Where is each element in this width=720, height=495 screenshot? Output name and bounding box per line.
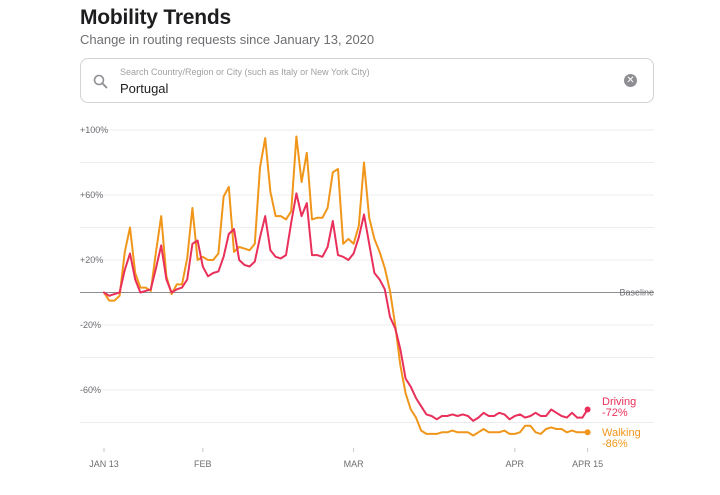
series-line-driving — [103, 192, 589, 422]
y-tick-label: +60% — [80, 190, 103, 200]
series-value-driving: -72% — [602, 407, 628, 419]
search-input[interactable]: Portugal — [120, 81, 169, 96]
search-icon — [93, 74, 108, 89]
page-title: Mobility Trends — [80, 6, 232, 29]
series-endpoint-walking — [584, 429, 591, 436]
x-tick-label: MAR — [344, 459, 365, 469]
series-line-walking — [103, 135, 589, 437]
y-tick-label: -60% — [80, 385, 101, 395]
y-tick-label: +100% — [80, 125, 108, 135]
page-subtitle: Change in routing requests since January… — [80, 32, 375, 47]
y-tick-label: +20% — [80, 255, 103, 265]
series-label-driving: Driving — [602, 396, 636, 408]
x-tick-label: APR 15 — [572, 459, 603, 469]
search-box[interactable]: Search Country/Region or City (such as I… — [80, 58, 654, 103]
baseline-label: Baseline — [619, 288, 654, 298]
y-tick-label: -20% — [80, 320, 101, 330]
x-tick-label: APR — [506, 459, 525, 469]
series-endpoint-driving — [584, 406, 591, 413]
x-tick-label: JAN 13 — [89, 459, 119, 469]
series-value-walking: -86% — [602, 438, 628, 450]
search-placeholder: Search Country/Region or City (such as I… — [120, 67, 370, 77]
clear-icon[interactable]: ✕ — [624, 74, 637, 87]
x-tick-label: FEB — [194, 459, 212, 469]
series-label-walking: Walking — [602, 427, 641, 439]
